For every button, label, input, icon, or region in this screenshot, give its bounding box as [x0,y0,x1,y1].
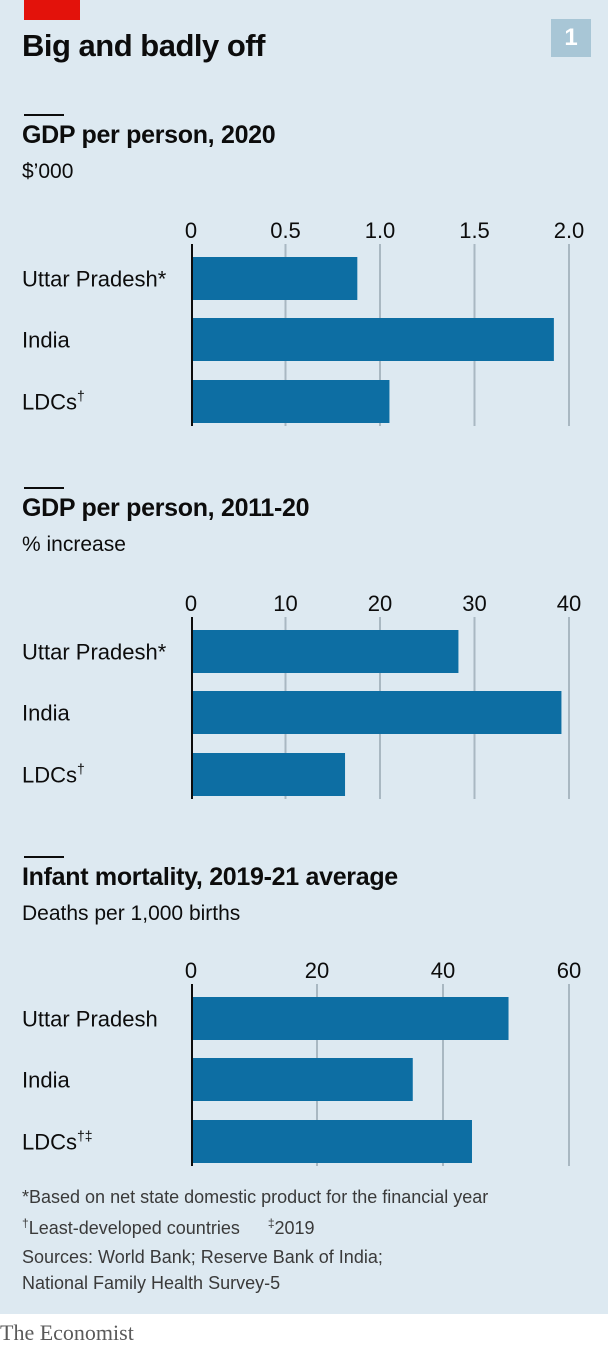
footnote-dagger-row: †Least-developed countries ‡2019 [22,1210,488,1241]
category-label: LDCs† [22,388,85,415]
brand-wordmark: The Economist [0,1320,134,1345]
page-title: Big and badly off [22,28,265,63]
sources: Sources: World Bank; Reserve Bank of Ind… [22,1244,383,1296]
section-rule-3 [24,856,64,858]
category-label: Uttar Pradesh [22,1007,158,1032]
chart-number-badge: 1 [551,19,591,57]
chart-3-infant-mortality: 0 20 40 60 Uttar Pradesh India LDCs†‡ [22,958,581,1166]
category-label: LDCs† [22,761,85,788]
tick-label: 40 [431,958,455,983]
bar [191,1120,472,1163]
chart-2-gdp-growth: 0 10 20 30 40 Uttar Pradesh* India LDCs† [22,591,581,799]
chart-1-gdp-2020: 0 0.5 1.0 1.5 2.0 Uttar Pradesh* India LDCs† [22,218,585,426]
tick-label: 0.5 [270,218,301,243]
tick-label: 30 [462,591,486,616]
chart-3-title: Infant mortality, 2019-21 average [22,863,398,891]
category-label: LDCs†‡ [22,1128,93,1155]
tick-label: 20 [368,591,392,616]
category-label: Uttar Pradesh* [22,267,167,292]
tick-label: 0 [185,218,197,243]
bar [191,997,509,1040]
tick-label: 20 [305,958,329,983]
category-label: India [22,701,70,726]
footnotes: *Based on net state domestic product for… [22,1184,488,1241]
chart-1-title: GDP per person, 2020 [22,121,276,149]
footnote-dagger-mark: † [22,1216,29,1230]
bar [191,1058,413,1101]
chart-2-title: GDP per person, 2011-20 [22,494,310,522]
footnote-star: *Based on net state domestic product for… [22,1187,489,1207]
tick-label: 40 [557,591,581,616]
tick-label: 0 [185,958,197,983]
footnote-dagger: Least-developed countries [28,1218,240,1238]
tick-label: 1.0 [365,218,396,243]
tick-label: 60 [557,958,581,983]
bar [191,257,358,300]
chart-2-subtitle: % increase [22,533,126,556]
bar [191,691,562,734]
section-rule-1 [24,114,64,116]
sources-line-1: Sources: World Bank; Reserve Bank of Ind… [22,1247,383,1267]
tick-label: 0 [185,591,197,616]
tick-label: 1.5 [459,218,490,243]
sources-line-2: National Family Health Survey-5 [22,1273,281,1293]
bar [191,318,554,361]
bar [191,380,390,423]
footnote-ddagger: 2019 [274,1218,315,1238]
tick-label: 10 [273,591,297,616]
bar [191,630,459,673]
chart-1-subtitle: $’000 [22,160,74,183]
category-label: India [22,328,70,353]
category-label: India [22,1068,70,1093]
section-rule-2 [24,487,64,489]
chart-3-subtitle: Deaths per 1,000 births [22,902,241,925]
bar [191,753,346,796]
footnote-ddagger-mark: ‡ [267,1216,275,1230]
tick-label: 2.0 [554,218,585,243]
category-label: Uttar Pradesh* [22,640,167,665]
brand-accent-tag [24,0,80,20]
